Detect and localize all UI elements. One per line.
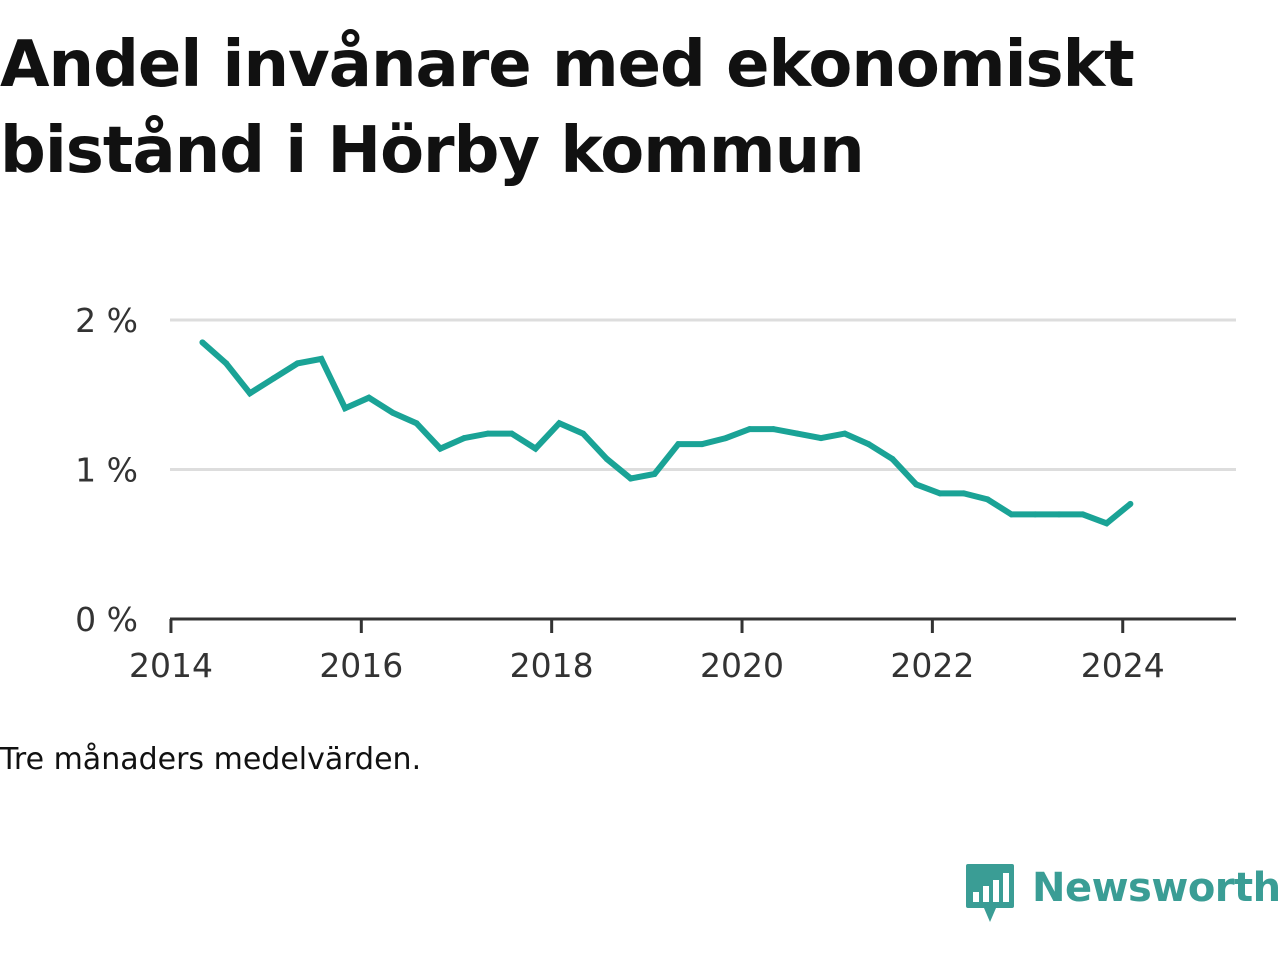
brand-name: Newsworthy — [1032, 865, 1280, 911]
data-point-0-7 — [365, 394, 372, 401]
x-tick-label-4: 2022 — [890, 646, 974, 685]
data-point-0-27 — [841, 430, 848, 437]
data-point-0-12 — [484, 430, 491, 437]
data-point-0-17 — [603, 456, 610, 462]
data-point-0-30 — [913, 481, 920, 488]
data-point-0-22 — [722, 435, 729, 442]
data-point-0-18 — [627, 475, 634, 482]
data-point-0-3 — [270, 375, 277, 382]
data-point-0-35 — [1032, 511, 1039, 518]
data-point-0-15 — [556, 420, 563, 427]
data-point-0-24 — [770, 426, 777, 433]
data-point-0-5 — [318, 355, 325, 362]
y-axis-tick-labels: 0 % 1 % 2 % — [75, 301, 138, 639]
series-lines — [200, 340, 1133, 527]
chart-caption: Tre månaders medelvärden. — [0, 742, 422, 777]
x-tick-label-0: 2014 — [129, 646, 213, 685]
data-point-0-2 — [246, 390, 253, 397]
data-point-0-6 — [342, 405, 349, 412]
data-point-0-39 — [1127, 500, 1134, 507]
x-tick-label-1: 2016 — [319, 646, 403, 685]
data-point-0-1 — [223, 360, 230, 367]
x-tick-label-5: 2024 — [1081, 646, 1165, 685]
data-point-0-28 — [865, 441, 872, 448]
data-point-0-0 — [199, 339, 206, 346]
x-axis-ticks: 2014 2016 2018 2020 2022 2024 — [129, 619, 1165, 685]
data-point-0-26 — [818, 435, 824, 442]
data-point-0-19 — [651, 471, 658, 477]
series-points — [199, 339, 1134, 527]
x-tick-label-3: 2020 — [700, 646, 784, 685]
data-point-0-36 — [1056, 511, 1062, 518]
data-point-0-11 — [461, 435, 468, 442]
y-tick-label-2: 2 % — [75, 301, 138, 340]
data-point-0-21 — [699, 441, 705, 448]
data-point-0-32 — [960, 490, 967, 497]
data-point-0-13 — [508, 430, 515, 437]
data-point-0-33 — [984, 496, 991, 503]
series-line-0 — [200, 340, 1133, 527]
data-point-0-31 — [937, 490, 943, 497]
data-point-0-29 — [889, 456, 896, 462]
gridlines — [170, 318, 1236, 471]
data-point-0-38 — [1103, 520, 1110, 527]
data-point-0-8 — [389, 409, 396, 416]
data-point-0-37 — [1079, 511, 1086, 518]
x-tick-label-2: 2018 — [510, 646, 594, 685]
y-tick-label-1: 1 % — [75, 451, 138, 490]
data-point-0-25 — [794, 430, 801, 437]
data-point-0-4 — [294, 360, 301, 367]
data-point-0-9 — [413, 420, 420, 427]
data-point-0-23 — [746, 426, 753, 433]
data-point-0-34 — [1008, 511, 1015, 518]
data-point-0-14 — [532, 445, 539, 452]
data-point-0-16 — [580, 430, 587, 437]
bar-chart-speech-bubble-icon — [966, 864, 1014, 922]
data-point-0-20 — [675, 441, 682, 448]
brand-logo: Newsworthy — [964, 862, 1280, 926]
data-point-0-10 — [437, 445, 444, 452]
y-tick-label-0: 0 % — [75, 600, 138, 639]
chart-title: Andel invånare med ekonomiskt bistånd i … — [0, 28, 1135, 188]
